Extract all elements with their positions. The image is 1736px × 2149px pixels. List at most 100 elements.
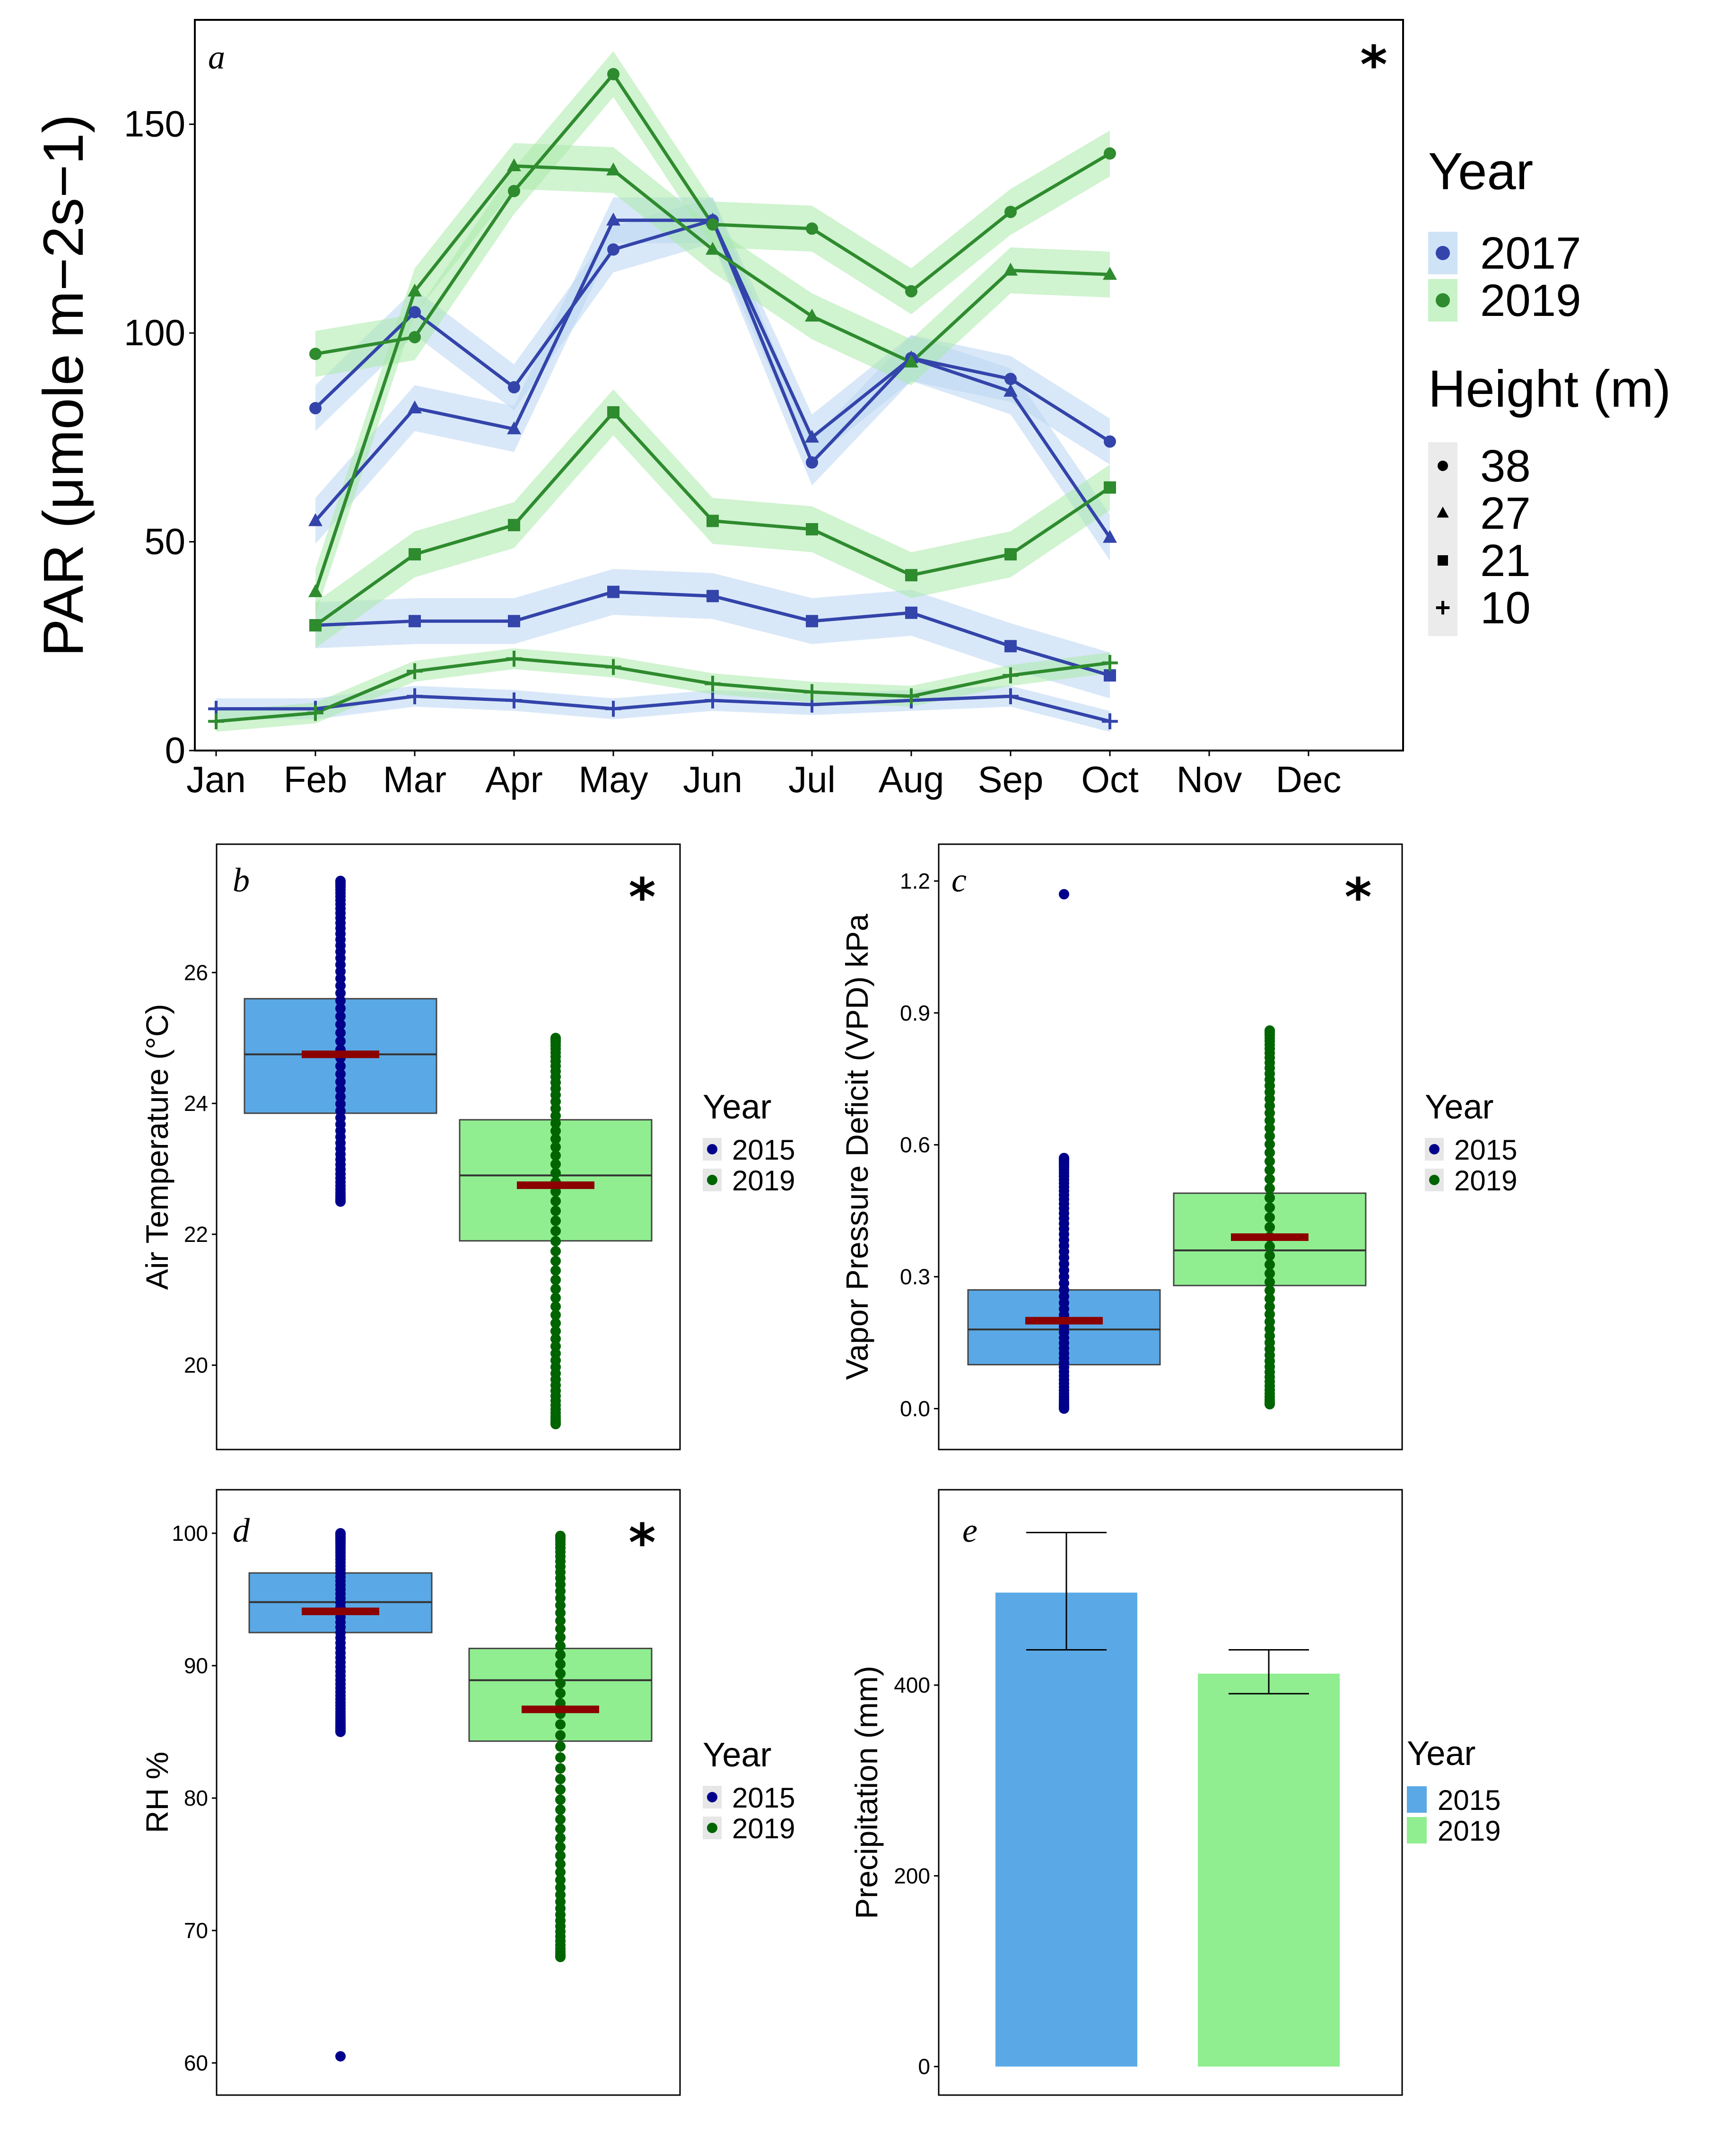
point-2015 xyxy=(335,1084,346,1095)
point-2015 xyxy=(335,875,346,886)
point-2017-21m xyxy=(1004,640,1017,653)
point-2019 xyxy=(555,1741,566,1752)
point-2015 xyxy=(335,1076,346,1087)
point-2019-38m xyxy=(607,68,619,80)
legend-title: Year xyxy=(1407,1735,1475,1773)
point-2019-10m xyxy=(1102,655,1118,671)
mean-bar-2019 xyxy=(1231,1233,1309,1241)
point-2019-27m xyxy=(706,242,720,255)
panel-d-y-ticks: 60 70 80 90 100 xyxy=(172,1521,217,2075)
point-2019-27m xyxy=(308,584,323,597)
legend-title: Year xyxy=(1425,1088,1493,1126)
point-2017-10m xyxy=(1003,688,1019,705)
legend-height-label: 10 xyxy=(1480,583,1531,633)
ytick-label: 70 xyxy=(184,1918,208,1943)
point-2019 xyxy=(1265,1316,1275,1327)
panel-c-significance: * xyxy=(1344,867,1372,927)
point-2019-27m xyxy=(1103,267,1117,280)
point-2017-21m xyxy=(508,615,520,628)
panel-c-y-axis-label: Vapor Pressure Deficit (VPD) kPa xyxy=(839,914,874,1380)
legend-label: 2019 xyxy=(1438,1815,1500,1847)
point-2019 xyxy=(555,1668,566,1679)
point-2019 xyxy=(1265,1309,1275,1319)
point-2019 xyxy=(550,1206,561,1216)
point-2019 xyxy=(555,1719,566,1730)
point-2019 xyxy=(555,1867,566,1878)
legend-title: Year xyxy=(703,1736,771,1774)
point-2019-21m xyxy=(309,619,322,632)
point-2019 xyxy=(555,1678,566,1689)
point-2019 xyxy=(550,1110,561,1121)
point-2017-10m xyxy=(407,688,423,705)
point-2019 xyxy=(555,1842,566,1852)
point-2019 xyxy=(555,1752,566,1763)
point-2015 xyxy=(335,1061,346,1072)
point-2015 xyxy=(335,1099,346,1109)
panel-a-y-axis-label: PAR (μmole m−2s−1) xyxy=(32,114,95,656)
mean-bar-2015 xyxy=(302,1050,379,1058)
point-2015 xyxy=(335,1069,346,1080)
point-2019 xyxy=(555,1833,566,1843)
point-2017-38m xyxy=(409,306,421,318)
point-2017-21m xyxy=(1104,669,1116,682)
legend-key-dot xyxy=(707,1175,717,1185)
ytick-label: 22 xyxy=(184,1222,208,1247)
panel-b-boxes xyxy=(244,875,653,1430)
point-2019 xyxy=(550,1265,561,1276)
point-2019 xyxy=(555,1859,566,1869)
ytick-label: 20 xyxy=(184,1353,208,1378)
panel-a-ytick-label: 100 xyxy=(124,312,185,353)
point-2019 xyxy=(555,1823,566,1834)
legend-key-2019 xyxy=(1407,1817,1427,1843)
point-2019 xyxy=(555,1814,566,1825)
legend-year-key-dot xyxy=(1436,246,1450,260)
point-2015 xyxy=(335,1011,346,1022)
panel-d-boxes xyxy=(248,1528,653,2062)
point-2019 xyxy=(1265,1222,1275,1232)
point-2019 xyxy=(550,1196,561,1206)
panel-a-xtick-label: Jun xyxy=(683,759,742,800)
panel-a-xtick-label: Dec xyxy=(1276,759,1342,800)
legend-height-key-triangle xyxy=(1437,507,1449,518)
point-2015 xyxy=(335,1036,346,1047)
panel-a-series-points xyxy=(208,68,1118,730)
panel-a: 0 50 100 150 Jan Feb Mar Apr May Jun Jul Aug Sep Oct… xyxy=(32,19,1671,800)
panel-a-x-ticks: Jan Feb Mar Apr May Jun Jul Aug Sep Oct Nov Dec xyxy=(186,751,1341,800)
panel-a-xtick-label: May xyxy=(578,759,648,800)
point-2015 xyxy=(335,1092,346,1102)
point-2017-21m xyxy=(806,615,818,628)
point-2019 xyxy=(555,1773,566,1784)
point-2017-27m xyxy=(507,421,521,435)
legend-key-dot xyxy=(1429,1175,1439,1185)
point-2017-10m xyxy=(1102,713,1118,730)
point-2019 xyxy=(550,1142,561,1153)
point-2017-38m xyxy=(806,456,818,469)
point-2019 xyxy=(1265,1139,1275,1150)
panel-e-label: e xyxy=(962,1511,977,1549)
ytick-label: 1.2 xyxy=(900,869,930,893)
legend-height-key-circle xyxy=(1438,461,1448,471)
point-2019-10m xyxy=(208,713,224,730)
point-2019 xyxy=(555,1600,566,1611)
legend-year-label: 2017 xyxy=(1480,228,1581,279)
point-2019 xyxy=(1265,1115,1275,1126)
point-2019 xyxy=(1265,1025,1275,1036)
ytick-label: 0.0 xyxy=(900,1397,930,1421)
point-2019-21m xyxy=(905,569,917,582)
point-2017-38m xyxy=(309,402,322,415)
panel-b-label: b xyxy=(233,861,250,899)
point-2019-21m xyxy=(409,548,421,561)
point-2019 xyxy=(1265,1108,1275,1118)
point-2019-27m xyxy=(805,308,819,322)
point-2019 xyxy=(550,1150,561,1161)
point-2015 xyxy=(335,1027,346,1038)
panel-a-xtick-label: Jan xyxy=(186,759,246,800)
ytick-label: 200 xyxy=(894,1863,930,1888)
point-2017-21m xyxy=(607,585,619,598)
ytick-label: 0.3 xyxy=(900,1265,930,1289)
point-2017-21m xyxy=(905,606,917,619)
legend-height-key-plus xyxy=(1436,601,1450,615)
point-2019 xyxy=(550,1326,561,1337)
point-2019 xyxy=(555,1850,566,1861)
legend-key-dot xyxy=(707,1144,717,1154)
